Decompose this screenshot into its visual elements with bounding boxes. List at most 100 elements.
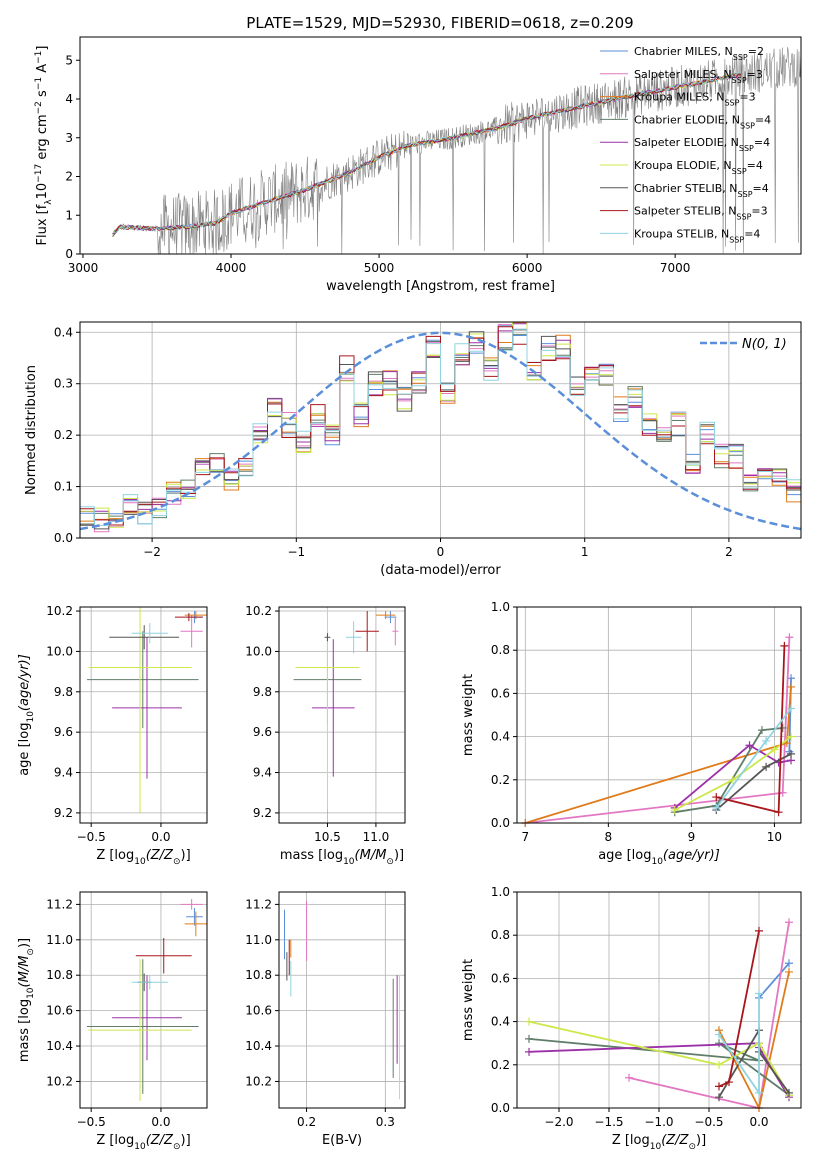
errorbar-point-0 xyxy=(186,907,203,926)
x-tick-label: 0.0 xyxy=(151,1115,170,1129)
weight-marker-3 xyxy=(525,1034,533,1043)
y-axis-label: mass weight xyxy=(461,959,476,1041)
x-tick-label: 1 xyxy=(581,545,589,559)
x-tick-label: 8 xyxy=(605,830,613,844)
weight-series-5 xyxy=(528,1020,790,1096)
x-tick-label: 7000 xyxy=(660,261,691,275)
y-tick-label: 9.4 xyxy=(54,766,73,780)
weight-series-1 xyxy=(525,637,791,823)
weight-marker-6 xyxy=(762,762,771,771)
errorbar-point-8 xyxy=(131,975,168,990)
y-tick-label: 10.8 xyxy=(245,968,272,982)
panel-mass-vs-Z: −0.5 0.0 10.2 10.4 10.6 10.8 11.0 11.2 Z [log10(… xyxy=(17,891,208,1152)
x-axis-label: age [log10(age/yr)] xyxy=(598,848,720,867)
x-tick-label: −2.0 xyxy=(544,1115,573,1129)
weight-marker-2 xyxy=(785,967,793,976)
y-tick-label: 0.6 xyxy=(491,686,510,700)
x-axis-label: E(B-V) xyxy=(322,1133,362,1148)
y-tick-label: 0.0 xyxy=(491,1101,510,1115)
x-tick-label: 4000 xyxy=(216,261,247,275)
weight-marker-8 xyxy=(715,1030,723,1039)
errorbar-point-8 xyxy=(131,623,168,644)
x-tick-label: 5000 xyxy=(364,261,395,275)
residual-hist-8 xyxy=(80,328,801,526)
y-axis-label: Normed distribution xyxy=(24,365,39,495)
legend-label-1: Salpeter MILES, NSSP=3 xyxy=(634,68,763,85)
legend-label-6: Chabrier STELIB, NSSP=4 xyxy=(634,182,769,199)
x-tick-label: 10 xyxy=(767,830,782,844)
panel-age-vs-mass: 10.5 11.0 9.2 9.4 9.6 9.8 10.0 10.2 mass [log10(… xyxy=(245,604,406,867)
spectrum-legend: Chabrier MILES, NSSP=2 Salpeter MILES, NS… xyxy=(600,45,771,244)
weight-marker-5 xyxy=(670,806,679,815)
errorbar-point-1 xyxy=(180,899,203,910)
errorbar-point-6 xyxy=(324,633,331,642)
x-tick-label: 0.0 xyxy=(151,830,170,844)
y-tick-label: 10.6 xyxy=(46,1004,73,1018)
legend-label-4: Salpeter ELODIE, NSSP=4 xyxy=(634,136,770,153)
y-tick-label: 0.4 xyxy=(54,325,73,339)
weight-marker-7 xyxy=(712,793,721,802)
x-axis-label: wavelength [Angstrom, rest frame] xyxy=(326,279,555,294)
y-tick-label: 0.2 xyxy=(491,1058,510,1072)
weight-series-4 xyxy=(674,744,792,809)
y-tick-label: 0 xyxy=(65,247,73,261)
x-axis-label: Z [log10(Z/Z⊙)] xyxy=(96,1133,190,1152)
y-tick-label: 9.6 xyxy=(253,725,272,739)
errorbar-point-4 xyxy=(311,639,355,777)
y-tick-label: 10.0 xyxy=(245,644,272,658)
y-axis-label: mass weight xyxy=(461,674,476,756)
y-tick-label: 1 xyxy=(65,208,73,222)
y-tick-label: 10.2 xyxy=(46,604,73,618)
weight-marker-5 xyxy=(770,745,779,754)
y-tick-label: 10.6 xyxy=(245,1004,272,1018)
weight-marker-8 xyxy=(712,803,721,812)
y-tick-label: 9.8 xyxy=(253,685,272,699)
axes-frame xyxy=(79,321,802,539)
errorbar-point-0 xyxy=(384,611,397,624)
x-tick-label: 0.2 xyxy=(297,1115,316,1129)
x-axis-label: (data-model)/error xyxy=(380,563,501,578)
weight-series-1 xyxy=(628,922,790,1108)
errorbar-point-2 xyxy=(184,911,207,937)
axes-frame xyxy=(79,36,802,255)
y-tick-label: 10.2 xyxy=(46,1074,73,1088)
errorbar-point-7 xyxy=(355,611,379,652)
y-axis-label: Flux [fλ10−17 erg cm−2 s−1 A−1] xyxy=(34,46,54,246)
weight-series-3 xyxy=(674,727,783,814)
y-tick-label: 0.8 xyxy=(491,928,510,942)
x-tick-label: −0.5 xyxy=(77,1115,106,1129)
legend-label-gauss: N(0, 1) xyxy=(742,337,787,352)
weight-marker-6 xyxy=(785,1088,793,1097)
errorbar-point-1 xyxy=(392,617,399,646)
weight-series-2 xyxy=(718,971,790,1108)
weight-marker-7 xyxy=(715,1082,723,1091)
y-tick-label: 0.2 xyxy=(491,773,510,787)
y-tick-label: 11.2 xyxy=(46,897,73,911)
y-tick-label: 2 xyxy=(65,170,73,184)
weight-marker-5 xyxy=(787,732,796,741)
y-tick-label: 9.4 xyxy=(253,766,272,780)
x-axis-label: Z [log10(Z/Z⊙)] xyxy=(612,1133,706,1152)
weight-marker-6 xyxy=(715,1093,723,1102)
axes-frame xyxy=(79,891,208,1109)
y-tick-label: 9.2 xyxy=(54,806,73,820)
weight-marker-7 xyxy=(755,926,763,935)
errorbar-point-1 xyxy=(180,615,203,648)
x-tick-label: 11.0 xyxy=(363,830,390,844)
weight-series-3 xyxy=(528,1038,790,1096)
errorbar-point-5 xyxy=(88,959,192,1101)
weight-marker-5 xyxy=(728,775,737,784)
y-tick-label: 10.4 xyxy=(245,1039,272,1053)
x-tick-label: −0.5 xyxy=(694,1115,723,1129)
weight-marker-8 xyxy=(755,1088,763,1097)
panel-age-vs-Z: −0.5 0.0 9.2 9.4 9.6 9.8 10.0 10.2 Z [log10(Z/Z⊙… xyxy=(17,604,208,867)
y-tick-label: 0.8 xyxy=(491,643,510,657)
y-tick-label: 0.0 xyxy=(54,531,73,545)
model-spectrum-8 xyxy=(112,72,742,234)
axes-frame xyxy=(516,891,802,1109)
x-tick-label: −1 xyxy=(287,545,305,559)
x-tick-label: 6000 xyxy=(512,261,543,275)
x-tick-label: 7 xyxy=(521,830,529,844)
y-tick-label: 0.6 xyxy=(491,971,510,985)
